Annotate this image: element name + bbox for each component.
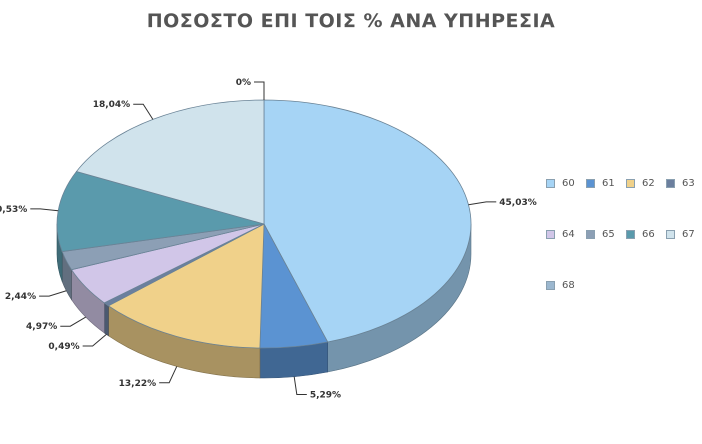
leader-line-62 bbox=[159, 366, 178, 384]
legend-item-67: 67 bbox=[666, 229, 695, 240]
legend-item-63: 63 bbox=[666, 178, 695, 189]
legend-label-65: 65 bbox=[602, 229, 615, 240]
legend-label-60: 60 bbox=[562, 178, 575, 189]
data-label-63: 0,49% bbox=[48, 342, 79, 352]
data-label-60: 45,03% bbox=[499, 198, 537, 208]
pie-slice-60 bbox=[263, 99, 472, 343]
legend-swatch-68 bbox=[546, 281, 555, 290]
leader-line-65 bbox=[39, 290, 67, 297]
legend-swatch-60 bbox=[546, 179, 555, 188]
legend-swatch-66 bbox=[626, 230, 635, 239]
legend-label-62: 62 bbox=[642, 178, 655, 189]
data-label-62: 13,22% bbox=[119, 379, 157, 389]
data-label-64: 4,97% bbox=[26, 322, 57, 332]
leader-line-66 bbox=[30, 208, 59, 212]
legend-label-63: 63 bbox=[682, 178, 695, 189]
legend-label-68: 68 bbox=[562, 280, 575, 291]
legend-swatch-63 bbox=[666, 179, 675, 188]
legend-label-66: 66 bbox=[642, 229, 655, 240]
data-label-65: 2,44% bbox=[5, 292, 36, 302]
data-label-68: 0% bbox=[236, 78, 251, 88]
pie-slice-62 bbox=[107, 223, 265, 349]
pie-slice-67 bbox=[75, 99, 265, 225]
legend-label-61: 61 bbox=[602, 178, 615, 189]
legend-swatch-61 bbox=[586, 179, 595, 188]
legend-item-62: 62 bbox=[626, 178, 655, 189]
pie-slice-66 bbox=[56, 171, 265, 252]
leader-line-64 bbox=[60, 316, 87, 327]
leader-line-68 bbox=[254, 81, 265, 100]
legend-item-68: 68 bbox=[546, 280, 575, 291]
pie-side-63 bbox=[104, 302, 109, 337]
data-label-66: 10,53% bbox=[0, 205, 27, 215]
legend-item-64: 64 bbox=[546, 229, 575, 240]
legend-item-61: 61 bbox=[586, 178, 615, 189]
legend-swatch-65 bbox=[586, 230, 595, 239]
chart-title: ΠΟΣΟΣΤΟ ΕΠΙ ΤΟΙΣ % ΑΝΑ ΥΠΗΡΕΣΙΑ bbox=[146, 10, 556, 32]
legend-item-66: 66 bbox=[626, 229, 655, 240]
legend-item-65: 65 bbox=[586, 229, 615, 240]
legend-item-60: 60 bbox=[546, 178, 575, 189]
leader-line-60 bbox=[468, 201, 497, 206]
leader-line-67 bbox=[133, 103, 154, 120]
legend-swatch-67 bbox=[666, 230, 675, 239]
data-label-61: 5,29% bbox=[310, 390, 341, 400]
legend-swatch-64 bbox=[546, 230, 555, 239]
leader-line-61 bbox=[293, 376, 307, 395]
legend-label-64: 64 bbox=[562, 229, 575, 240]
leader-line-63 bbox=[82, 333, 107, 347]
legend-swatch-62 bbox=[626, 179, 635, 188]
data-label-67: 18,04% bbox=[93, 100, 131, 110]
legend-label-67: 67 bbox=[682, 229, 695, 240]
